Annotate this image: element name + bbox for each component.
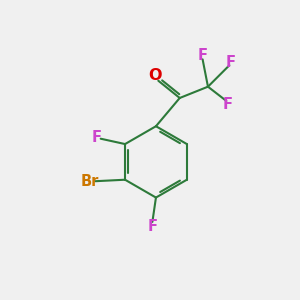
Text: F: F <box>198 48 208 63</box>
Text: F: F <box>226 55 236 70</box>
Text: Br: Br <box>80 174 99 189</box>
Text: F: F <box>223 97 233 112</box>
Text: F: F <box>91 130 101 145</box>
Text: F: F <box>147 219 158 234</box>
Text: O: O <box>148 68 162 83</box>
